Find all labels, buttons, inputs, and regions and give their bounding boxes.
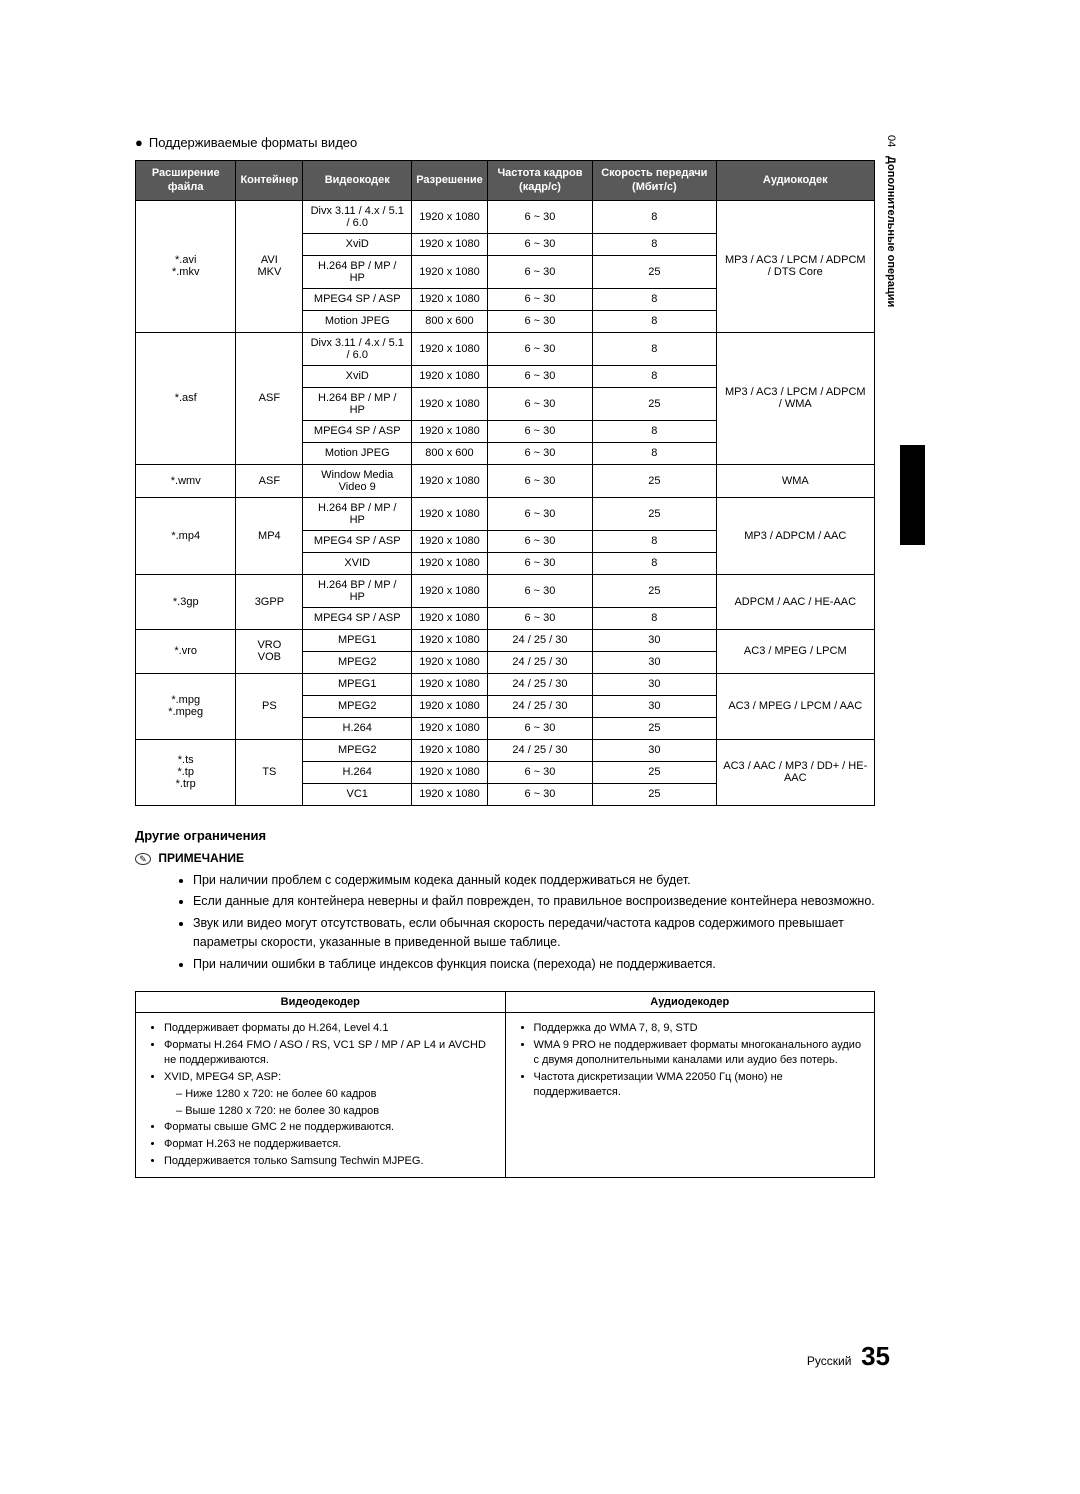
- decoder-table: Видеодекодер Аудиодекодер Поддерживает ф…: [135, 991, 875, 1178]
- note-item: Звук или видео могут отсутствовать, если…: [193, 914, 875, 952]
- limits-title: Другие ограничения: [135, 828, 875, 843]
- audio-decoder-cell: Поддержка до WMA 7, 8, 9, STDWMA 9 PRO н…: [505, 1013, 875, 1178]
- note-item: При наличии ошибки в таблице индексов фу…: [193, 955, 875, 974]
- note-item: При наличии проблем с содержимым кодека …: [193, 871, 875, 890]
- thumb-marker: [900, 445, 925, 545]
- table-row: *.mp4MP4H.264 BP / MP / HP1920 x 10806 ~…: [136, 497, 875, 530]
- table-header: Видеокодек: [303, 161, 412, 201]
- note-heading: ✎ ПРИМЕЧАНИЕ: [135, 851, 875, 865]
- table-row: *.mpg*.mpegPSMPEG11920 x 108024 / 25 / 3…: [136, 673, 875, 695]
- video-decoder-cell: Поддерживает форматы до H.264, Level 4.1…: [136, 1013, 506, 1178]
- codec-table: Расширение файлаКонтейнерВидеокодекРазре…: [135, 160, 875, 806]
- table-row: *.avi*.mkvAVIMKVDivx 3.11 / 4.x / 5.1 / …: [136, 200, 875, 233]
- table-header: Частота кадров (кадр/с): [487, 161, 592, 201]
- table-row: *.asfASFDivx 3.11 / 4.x / 5.1 / 6.01920 …: [136, 332, 875, 365]
- tab-number: 04: [885, 135, 897, 147]
- table-row: *.vroVROVOBMPEG11920 x 108024 / 25 / 303…: [136, 629, 875, 651]
- page-footer: Русский 35: [807, 1341, 890, 1372]
- audio-decoder-head: Аудиодекодер: [505, 992, 875, 1013]
- table-row: *.3gp3GPPH.264 BP / MP / HP1920 x 10806 …: [136, 574, 875, 607]
- note-icon: ✎: [135, 853, 151, 865]
- video-decoder-head: Видеодекодер: [136, 992, 506, 1013]
- table-header: Разрешение: [412, 161, 488, 201]
- table-row: *.wmvASFWindow Media Video 91920 x 10806…: [136, 464, 875, 497]
- table-header: Скорость передачи (Мбит/с): [593, 161, 716, 201]
- tab-text: Дополнительные операции: [885, 156, 897, 307]
- note-item: Если данные для контейнера неверны и фай…: [193, 892, 875, 911]
- page-title: ●Поддерживаемые форматы видео: [135, 135, 875, 150]
- footer-page: 35: [861, 1341, 890, 1371]
- section-tab: 04 Дополнительные операции: [878, 135, 898, 308]
- footer-lang: Русский: [807, 1354, 852, 1368]
- table-header: Контейнер: [236, 161, 303, 201]
- page-content: ●Поддерживаемые форматы видео Расширение…: [135, 135, 875, 1178]
- table-row: *.ts*.tp*.trpTSMPEG21920 x 108024 / 25 /…: [136, 739, 875, 761]
- bullet-icon: ●: [135, 135, 149, 150]
- table-header: Расширение файла: [136, 161, 236, 201]
- notes-list: При наличии проблем с содержимым кодека …: [135, 871, 875, 974]
- note-label: ПРИМЕЧАНИЕ: [158, 851, 244, 865]
- table-header: Аудиокодек: [716, 161, 874, 201]
